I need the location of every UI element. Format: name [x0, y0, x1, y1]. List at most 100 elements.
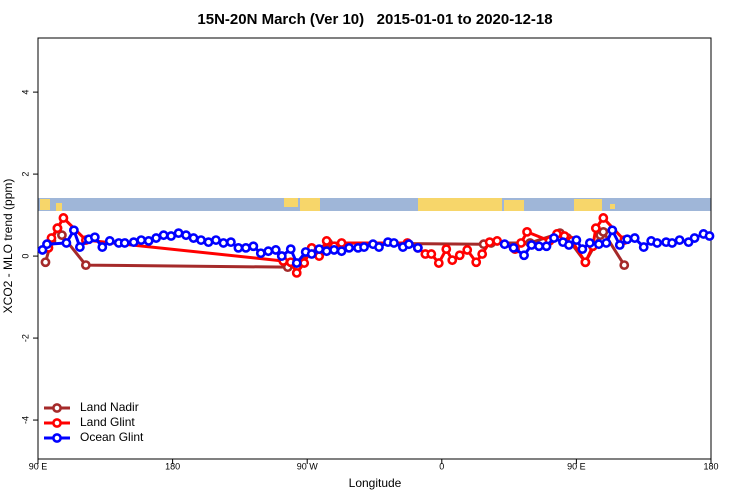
- y-tick-label: -2: [20, 334, 30, 342]
- data-point: [704, 231, 715, 241]
- data-point: [128, 237, 139, 248]
- data-point: [462, 245, 473, 255]
- data-point: [534, 241, 544, 252]
- data-point: [80, 260, 91, 271]
- data-point: [329, 245, 340, 255]
- data-point: [526, 240, 537, 250]
- x-axis-label: Longitude: [349, 476, 402, 490]
- data-point: [492, 236, 503, 246]
- legend-label: Ocean Glint: [80, 430, 144, 444]
- data-point: [403, 239, 414, 250]
- data-point: [173, 228, 184, 239]
- data-point: [614, 240, 625, 250]
- legend-marker: [52, 403, 62, 413]
- data-point: [508, 242, 519, 253]
- data-point: [166, 231, 177, 241]
- data-point: [119, 238, 130, 248]
- data-point: [291, 267, 302, 278]
- data-point: [667, 238, 678, 248]
- data-point: [203, 237, 214, 248]
- data-point: [89, 232, 100, 243]
- data-point: [619, 260, 630, 271]
- data-point: [40, 257, 51, 268]
- data-point: [426, 249, 437, 259]
- data-point: [433, 258, 444, 268]
- data-point: [584, 238, 595, 248]
- data-point: [181, 230, 191, 241]
- data-point: [143, 236, 154, 246]
- data-point: [306, 249, 317, 259]
- data-point: [218, 238, 229, 248]
- data-point: [564, 240, 574, 250]
- data-point: [447, 255, 458, 266]
- data-point: [321, 236, 332, 246]
- x-tick-label: 0: [439, 461, 444, 471]
- y-axis-label: XCO2 - MLO trend (ppm): [1, 179, 15, 314]
- data-point: [652, 238, 663, 248]
- chart-title: 15N-20N March (Ver 10) 2015-01-01 to 202…: [197, 11, 552, 28]
- data-point: [541, 241, 552, 252]
- data-point: [571, 235, 582, 245]
- legend-label: Land Nadir: [80, 400, 139, 414]
- x-tick-label: 90 E: [567, 461, 586, 471]
- data-point: [389, 238, 399, 248]
- data-point: [336, 238, 347, 248]
- data-point: [607, 225, 618, 236]
- data-point: [629, 233, 640, 243]
- data-point: [484, 237, 495, 248]
- data-point: [674, 235, 685, 245]
- data-point: [359, 242, 369, 252]
- data-point: [233, 242, 244, 253]
- data-point: [516, 238, 526, 248]
- x-tick-label: 180: [703, 461, 718, 471]
- data-point: [321, 246, 332, 257]
- data-point: [255, 248, 266, 259]
- data-point: [689, 233, 700, 243]
- data-point: [226, 237, 236, 248]
- data-point: [291, 258, 302, 268]
- data-point: [549, 233, 559, 243]
- legend-label: Land Glint: [80, 415, 135, 429]
- data-point: [638, 242, 649, 252]
- data-point: [590, 223, 601, 234]
- data-point: [454, 250, 465, 261]
- data-point: [441, 244, 452, 255]
- data-point: [136, 235, 147, 245]
- data-point: [211, 235, 221, 245]
- y-tick-label: -4: [20, 416, 30, 424]
- land-mask-strip: [38, 198, 711, 211]
- x-tick-label: 90 E: [29, 461, 48, 471]
- data-point: [68, 225, 79, 236]
- data-point: [58, 213, 69, 223]
- data-point: [104, 236, 115, 246]
- data-point: [158, 230, 169, 241]
- y-tick-label: 4: [20, 90, 30, 95]
- y-tick-label: 0: [20, 254, 30, 259]
- data-point: [622, 234, 633, 245]
- data-point: [314, 244, 325, 255]
- data-point: [344, 242, 354, 253]
- data-point: [196, 235, 206, 245]
- data-point: [52, 223, 63, 234]
- legend-marker: [52, 433, 62, 443]
- data-point: [336, 246, 347, 257]
- data-point: [270, 245, 281, 255]
- x-tick-label: 90 W: [297, 461, 319, 471]
- data-point: [151, 233, 162, 243]
- data-point: [97, 242, 108, 252]
- data-point: [285, 244, 296, 255]
- x-tick-label: 180: [165, 461, 180, 471]
- data-point: [374, 242, 384, 252]
- data-point: [57, 230, 67, 241]
- data-point: [276, 251, 287, 261]
- data-point: [593, 239, 604, 250]
- legend-marker: [52, 418, 62, 428]
- data-point: [499, 239, 510, 250]
- data-point: [519, 250, 529, 261]
- data-point: [299, 258, 310, 268]
- data-point: [61, 238, 72, 248]
- data-point: [42, 239, 52, 250]
- data-point: [240, 242, 251, 253]
- data-point: [248, 241, 259, 252]
- data-point: [188, 233, 199, 243]
